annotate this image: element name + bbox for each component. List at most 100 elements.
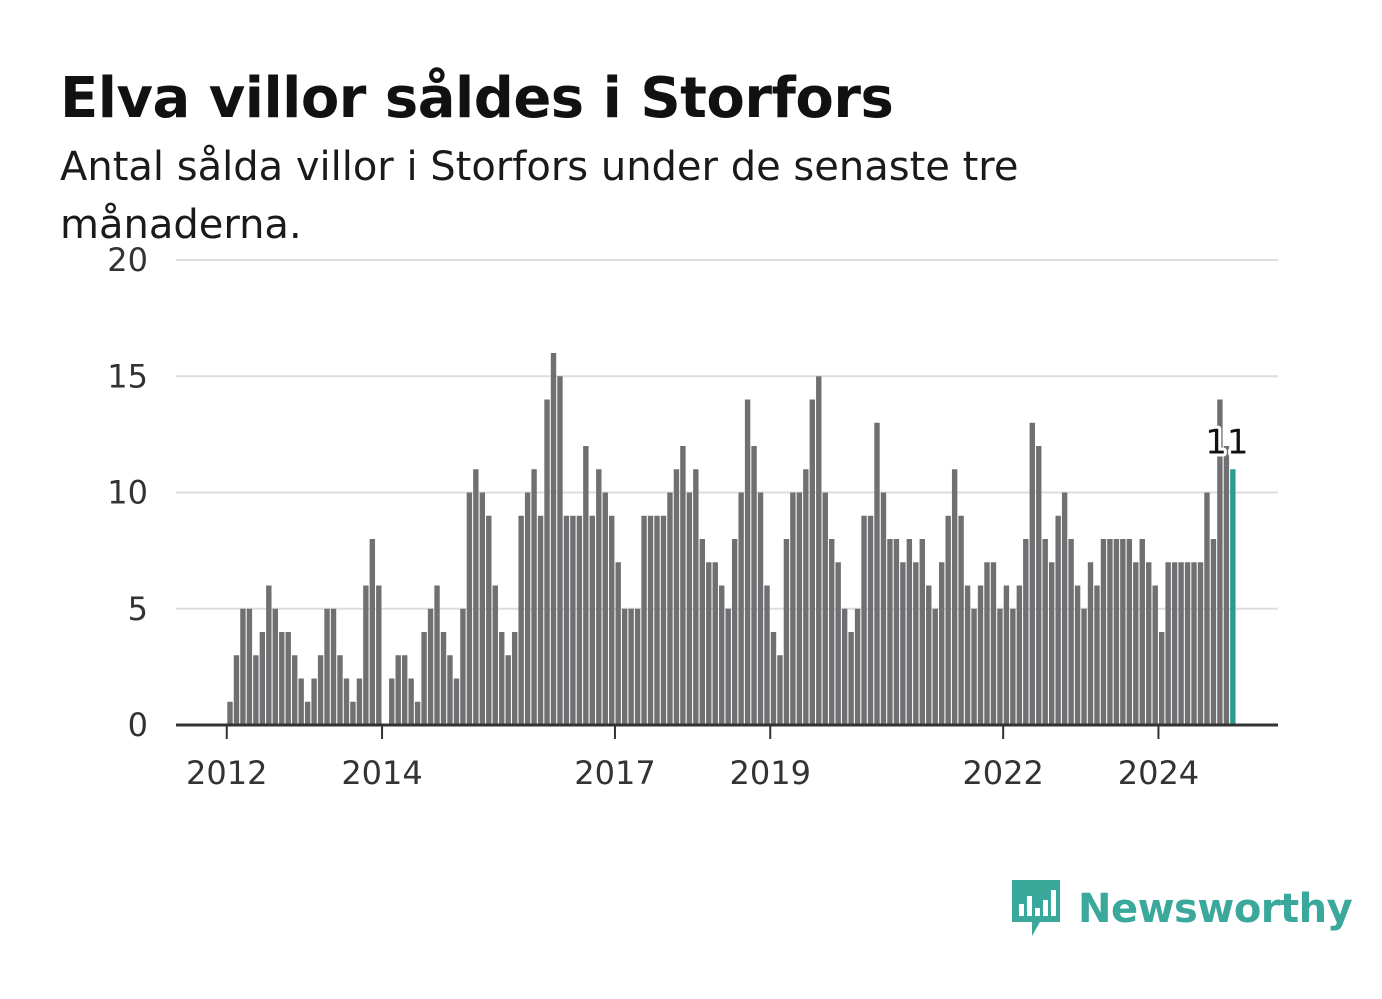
bar	[725, 608, 731, 725]
bar	[699, 539, 706, 725]
bar	[1081, 608, 1087, 725]
bar	[757, 492, 764, 725]
x-tick-label: 2019	[730, 754, 811, 792]
bar	[1036, 446, 1042, 725]
bar	[253, 655, 259, 725]
bar	[1152, 585, 1158, 725]
bar	[919, 539, 925, 725]
chart-title: Elva villor såldes i Storfors	[60, 66, 894, 131]
bar	[1055, 515, 1061, 725]
bar	[615, 562, 621, 725]
bar	[731, 539, 738, 725]
bar	[440, 632, 447, 725]
bar	[356, 678, 363, 725]
bar	[951, 469, 958, 725]
y-tick-label: 0	[128, 706, 148, 744]
bar	[958, 515, 964, 725]
bar	[460, 608, 466, 725]
bar	[259, 632, 266, 725]
bar	[434, 585, 440, 725]
bar	[770, 632, 777, 725]
bar	[1126, 539, 1133, 725]
bar	[479, 492, 486, 725]
bar	[427, 608, 434, 725]
bar	[673, 469, 680, 725]
data-label: 11	[1205, 422, 1248, 462]
bar	[738, 492, 744, 725]
bar	[531, 469, 537, 725]
bar	[330, 608, 337, 725]
bar	[311, 678, 317, 725]
bar	[1048, 562, 1055, 725]
bar	[880, 492, 887, 725]
bar	[641, 515, 647, 725]
data-label-halo: 11	[1205, 422, 1248, 462]
bar	[1061, 492, 1068, 725]
bar	[511, 632, 518, 725]
bar	[518, 515, 524, 725]
newsworthy-logo: Newsworthy	[1010, 878, 1353, 940]
bar	[557, 376, 563, 725]
bar	[932, 608, 938, 725]
bar	[783, 539, 790, 725]
bar	[1204, 492, 1210, 725]
bar	[570, 515, 576, 725]
bar	[939, 562, 945, 725]
bar	[854, 608, 861, 725]
bar	[1003, 585, 1010, 725]
newsworthy-chart-icon	[1012, 880, 1060, 936]
bar	[803, 469, 809, 725]
bar	[473, 469, 479, 725]
bar	[453, 678, 460, 725]
chart-subtitle: Antal sålda villor i Storfors under de s…	[60, 144, 1019, 248]
bar	[945, 515, 951, 725]
bar	[246, 608, 253, 725]
bar	[861, 515, 867, 725]
bar	[1165, 562, 1171, 725]
bar	[796, 492, 803, 725]
bar	[751, 446, 757, 725]
bar	[414, 701, 421, 725]
bar	[486, 515, 492, 725]
bar	[647, 515, 654, 725]
bar	[906, 539, 913, 725]
bar	[583, 446, 589, 725]
bar	[1010, 608, 1016, 725]
y-tick-label: 20	[107, 241, 148, 279]
bar	[816, 376, 822, 725]
bar	[1016, 585, 1023, 725]
bar	[1023, 539, 1029, 725]
bar	[602, 492, 608, 725]
bar	[505, 655, 511, 725]
bar	[576, 515, 583, 725]
y-tick-label: 10	[107, 474, 148, 512]
bar	[589, 515, 596, 725]
bar	[686, 492, 693, 725]
bar	[621, 608, 628, 725]
bar	[1191, 562, 1197, 725]
y-tick-label: 15	[107, 357, 148, 395]
bar	[680, 446, 686, 725]
bar	[376, 585, 382, 725]
bar	[304, 701, 311, 725]
bar	[324, 608, 330, 725]
x-tick-label: 2012	[186, 754, 267, 792]
bar	[1210, 539, 1217, 725]
bar	[900, 562, 906, 725]
bar	[596, 469, 602, 725]
bar	[363, 585, 369, 725]
bar	[971, 608, 977, 725]
y-tick-label: 5	[128, 590, 148, 628]
bar	[764, 585, 770, 725]
bar-highlight	[1230, 469, 1236, 725]
bar	[1074, 585, 1081, 725]
bar	[1139, 539, 1145, 725]
bar	[744, 399, 751, 725]
x-tick-label: 2014	[341, 754, 422, 792]
bar	[492, 585, 498, 725]
bar	[628, 608, 634, 725]
bar	[777, 655, 783, 725]
bar	[984, 562, 990, 725]
bar	[1223, 446, 1230, 725]
